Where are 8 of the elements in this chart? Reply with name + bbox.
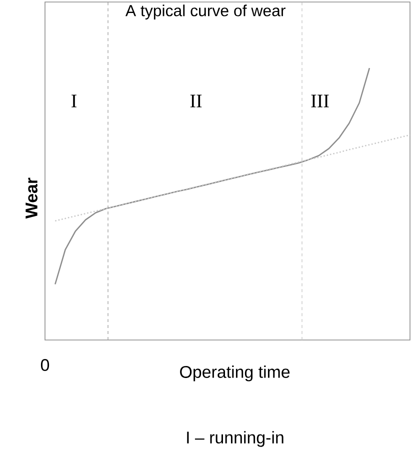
annotation: II [190, 94, 202, 108]
annotation: I [72, 94, 76, 108]
x-axis-title: Operating time [180, 366, 290, 382]
annotation: III [311, 94, 329, 108]
chart-title: A typical curve of wear [125, 4, 286, 20]
y-axis-title: Wear [26, 178, 38, 219]
text: 0 [40, 358, 50, 371]
text: I – running-in [187, 431, 284, 447]
